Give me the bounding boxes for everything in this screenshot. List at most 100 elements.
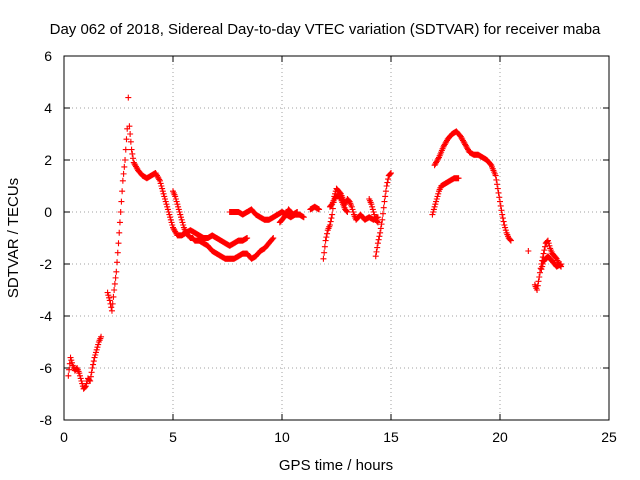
- data-point: [539, 263, 546, 270]
- data-point: [116, 229, 123, 236]
- data-point: [539, 261, 546, 267]
- data-point: [540, 250, 547, 257]
- data-point: [497, 202, 504, 209]
- data-point: [113, 268, 120, 275]
- data-point: [374, 218, 381, 225]
- data-point: [385, 176, 392, 183]
- data-point: [350, 209, 357, 215]
- data-point: [433, 196, 440, 202]
- data-point: [175, 203, 182, 210]
- data-point: [119, 188, 126, 195]
- data-point: [128, 146, 135, 153]
- data-point: [328, 215, 335, 222]
- data-point: [388, 170, 394, 176]
- data-point: [162, 196, 169, 202]
- data-point: [432, 201, 439, 208]
- data-point: [378, 221, 385, 228]
- data-point: [320, 255, 327, 262]
- data-point: [157, 180, 164, 187]
- data-point: [177, 214, 184, 221]
- data-point: [545, 240, 552, 247]
- data-point: [92, 352, 99, 358]
- data-point: [507, 236, 514, 243]
- data-point: [130, 155, 137, 162]
- data-point: [172, 193, 179, 200]
- data-point: [374, 244, 381, 251]
- data-point: [121, 163, 128, 170]
- data-point: [371, 211, 378, 218]
- data-point: [497, 198, 503, 205]
- data-point: [321, 243, 328, 250]
- data-point: [373, 248, 380, 255]
- data-point: [374, 219, 381, 226]
- data-point: [87, 373, 94, 380]
- data-point: [68, 357, 75, 364]
- data-point: [348, 203, 355, 210]
- data-point: [538, 266, 545, 273]
- y-tick-label: 2: [44, 152, 52, 168]
- data-point: [327, 218, 334, 225]
- data-point: [114, 249, 121, 256]
- data-point: [300, 214, 307, 221]
- data-point: [165, 209, 172, 215]
- data-point: [93, 346, 100, 353]
- data-point: [65, 372, 72, 379]
- y-tick-label: 6: [44, 48, 52, 64]
- data-point: [535, 278, 542, 285]
- data-point: [534, 287, 541, 293]
- data-point: [156, 177, 163, 184]
- data-point: [168, 219, 175, 226]
- data-point: [496, 194, 503, 201]
- data-point: [377, 229, 384, 236]
- data-point: [370, 209, 377, 215]
- data-point: [163, 201, 170, 208]
- data-point: [83, 380, 90, 387]
- data-point: [387, 170, 394, 177]
- data-point: [430, 209, 437, 215]
- data-point: [534, 282, 541, 289]
- data-point: [87, 378, 94, 384]
- data-point: [502, 224, 509, 231]
- data-point: [329, 211, 336, 218]
- data-point: [120, 170, 127, 177]
- data-point: [76, 372, 83, 379]
- data-point: [172, 196, 179, 202]
- data-point: [269, 235, 276, 242]
- data-point: [372, 214, 379, 221]
- data-point: [82, 384, 89, 391]
- data-point: [95, 341, 102, 348]
- data-point: [494, 181, 501, 188]
- data-point: [127, 131, 134, 137]
- data-point: [116, 219, 123, 226]
- data-point: [109, 300, 116, 307]
- x-tick-label: 20: [492, 429, 508, 445]
- data-point: [125, 94, 132, 101]
- data-point: [326, 222, 333, 228]
- data-point: [67, 354, 74, 361]
- data-point: [94, 344, 101, 351]
- data-point: [244, 235, 251, 241]
- x-tick-label: 25: [601, 429, 617, 445]
- data-point: [119, 177, 126, 184]
- data-point: [495, 189, 502, 196]
- data-point: [159, 185, 166, 192]
- data-marks: [65, 94, 565, 392]
- data-point: [88, 369, 95, 376]
- data-point: [381, 198, 388, 205]
- data-point: [500, 218, 507, 225]
- y-tick-label: -6: [40, 360, 53, 376]
- data-point: [164, 206, 171, 213]
- data-point: [162, 198, 169, 205]
- data-point: [169, 222, 176, 228]
- data-point: [89, 365, 96, 371]
- data-point: [455, 175, 462, 182]
- data-point: [372, 253, 379, 260]
- data-point: [294, 209, 301, 215]
- data-point: [175, 206, 182, 213]
- x-axis-label: GPS time / hours: [279, 457, 393, 474]
- data-point: [167, 214, 174, 221]
- data-point: [380, 210, 387, 217]
- plot-frame: [63, 55, 610, 421]
- data-point: [78, 378, 85, 384]
